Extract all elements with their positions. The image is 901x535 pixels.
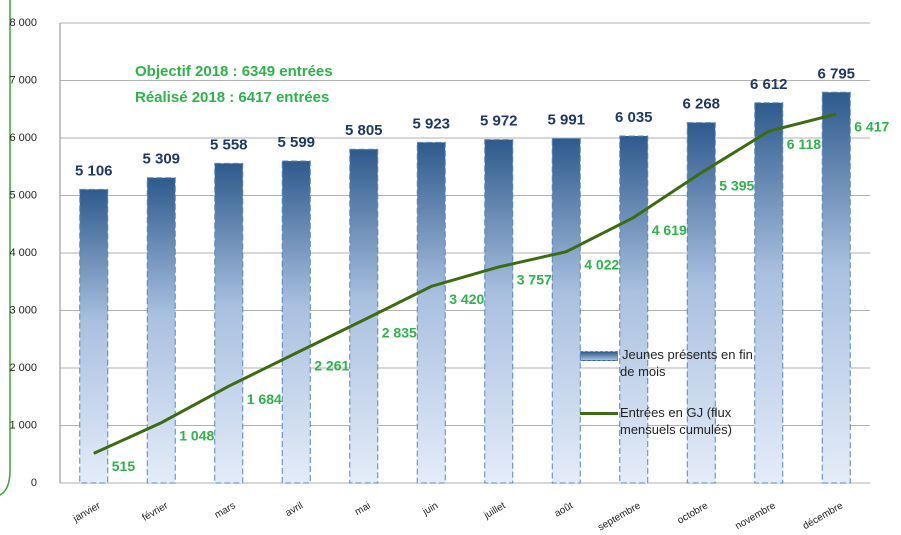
line-value-label: 2 835 [382,325,417,341]
line-value-label: 1 684 [247,391,282,407]
bar [754,102,784,484]
bar [416,141,446,484]
y-tick-label: 6 000 [9,132,37,144]
x-tick-label: octobre [676,500,711,526]
x-tick-label: décembre [801,500,845,532]
annotation: Objectif 2018 : 6349 entrées [135,63,333,80]
bar [686,122,716,484]
x-tick-label: juin [420,500,440,518]
bar-value-label: 6 612 [750,76,788,93]
x-tick-label: juillet [481,500,507,522]
line-value-label: 6 417 [854,119,889,135]
bar [79,188,109,484]
bar-value-label: 6 795 [817,65,855,82]
bar-value-label: 6 035 [615,109,653,126]
bar [281,160,311,484]
y-tick-label: 7 000 [9,74,37,86]
line-value-label: 3 757 [517,272,552,288]
x-tick-label: août [553,500,576,519]
frame-decoration [0,0,11,496]
x-tick-label: septembre [596,500,643,533]
x-tick-label: février [140,500,170,524]
line-value-label: 4 022 [584,256,619,272]
line [93,112,837,455]
x-tick-label: avril [284,500,305,519]
legend-entry: Jeunes présents en fin de mois [580,346,770,380]
bar-value-label: 5 558 [210,136,248,153]
legend-entry: Entrées en GJ (flux mensuels cumulés) [580,404,770,438]
y-tick-label: 8 000 [9,17,37,29]
bar-value-label: 5 106 [75,162,113,179]
line-value-label: 6 118 [787,136,821,152]
bar-value-label: 5 309 [142,151,180,168]
x-tick-label: janvier [71,500,103,525]
y-tick-label: 4 000 [9,247,37,259]
x-tick-label: mai [353,500,372,518]
line-value-label: 5 395 [719,177,754,193]
bar [214,162,244,484]
y-tick-label: 0 [31,477,37,489]
bar [551,138,581,484]
bar-value-label: 5 923 [412,115,450,132]
bar-value-label: 5 972 [480,113,518,130]
legend-swatch [580,350,618,361]
line-value-label: 4 619 [652,222,687,238]
y-tick-label: 2 000 [9,362,37,374]
legend-label: Jeunes présents en fin de mois [620,347,753,379]
x-tick-label: novembre [734,500,778,532]
bar-value-label: 5 991 [547,111,585,128]
legend-swatch [580,412,618,416]
x-tick-label: mars [213,500,238,521]
bar-value-label: 6 268 [682,96,720,113]
legend-label: Entrées en GJ (flux mensuels cumulés) [620,405,732,437]
y-tick-label: 3 000 [9,304,37,316]
line-value-label: 2 261 [314,358,349,374]
line-value-label: 3 420 [449,291,484,307]
annotation: Réalisé 2018 : 6417 entrées [135,89,329,106]
bar [619,135,649,484]
bar [146,177,176,484]
bar-value-label: 5 599 [277,134,315,151]
line-value-label: 515 [112,458,136,474]
bar-value-label: 5 805 [345,122,383,139]
y-tick-label: 1 000 [9,419,37,431]
bar [821,91,851,484]
bar [484,139,514,484]
y-tick-label: 5 000 [9,189,37,201]
line-value-label: 1 048 [179,427,214,443]
